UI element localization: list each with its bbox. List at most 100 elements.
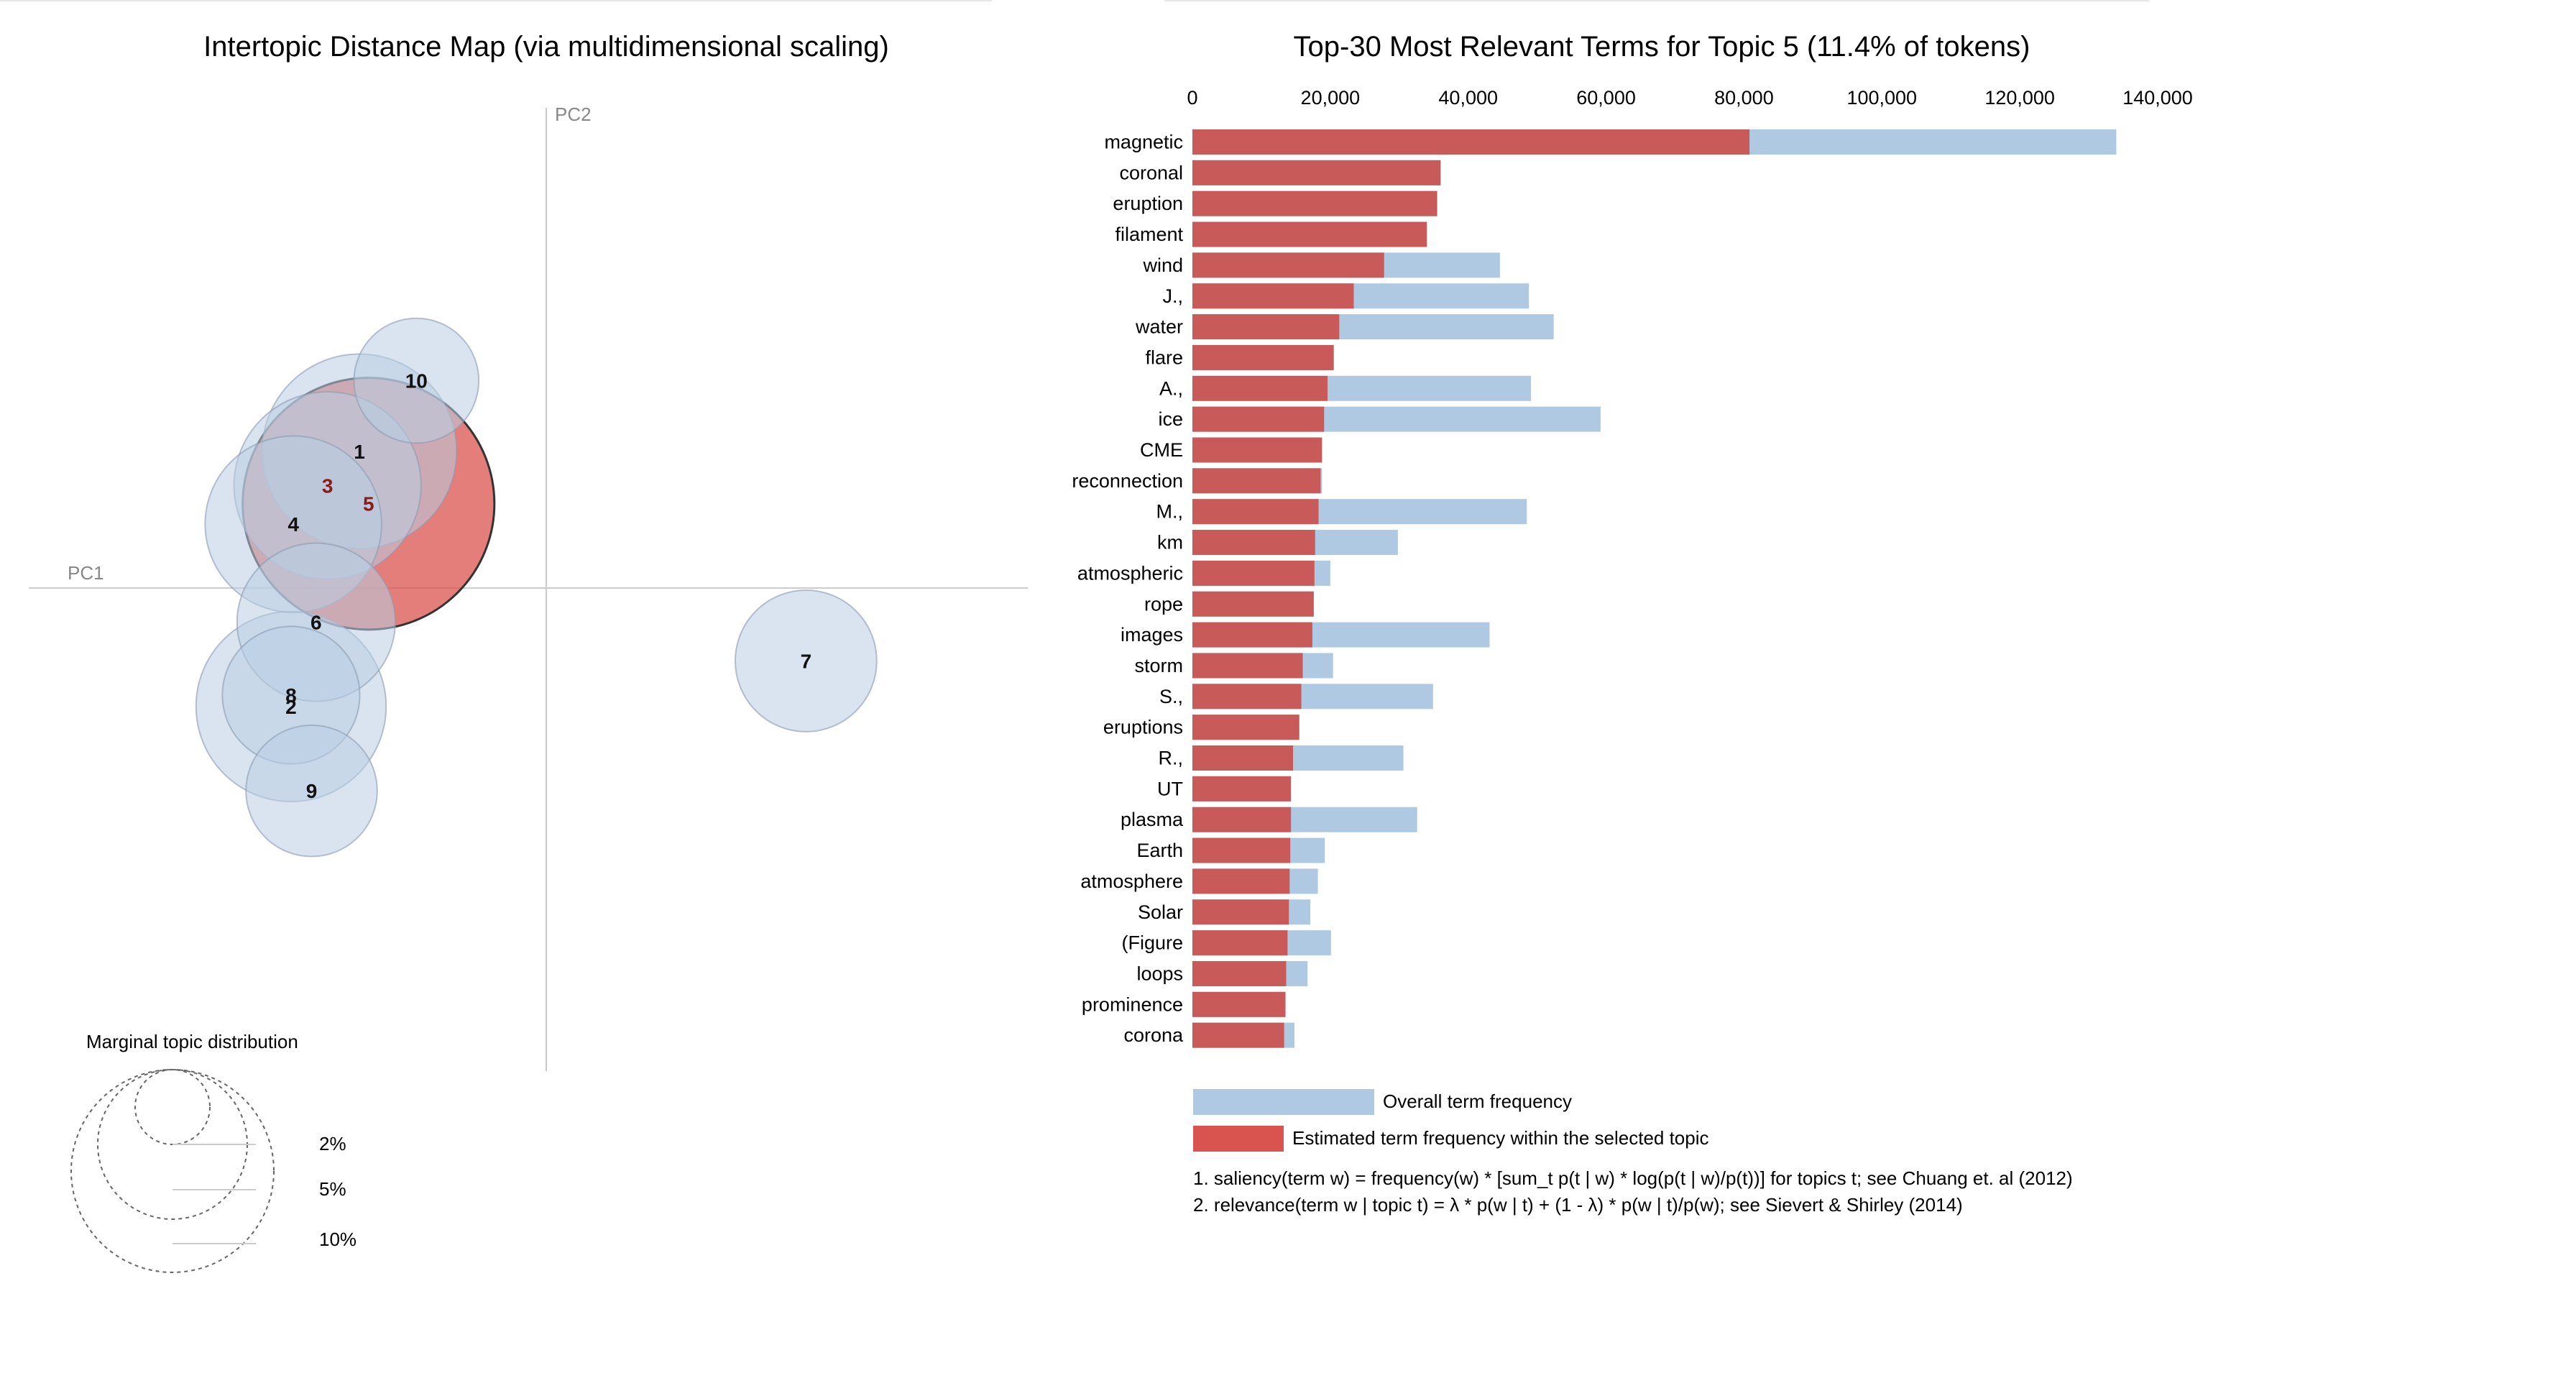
term-label-19[interactable]: eruptions <box>1103 717 1183 738</box>
bar-topic-3[interactable] <box>1192 221 1427 247</box>
term-label-2[interactable]: eruption <box>1113 193 1183 214</box>
term-labels: magnetic coronal eruption filament wind J., wa… <box>1072 132 1184 1047</box>
bar-topic-13[interactable] <box>1192 530 1315 556</box>
bar-topic-0[interactable] <box>1192 129 1750 155</box>
pc1-axis-label: PC1 <box>68 562 104 584</box>
topic-label-9[interactable]: 9 <box>306 780 318 802</box>
topic-bubble-7[interactable] <box>734 589 878 733</box>
topic-label-8[interactable]: 8 <box>285 684 297 707</box>
marginal-label-10pct: 10% <box>319 1229 356 1250</box>
marginal-circle-10pct <box>70 1069 275 1273</box>
bar-series <box>1192 129 2117 1048</box>
term-label-0[interactable]: magnetic <box>1104 132 1183 153</box>
term-label-13[interactable]: km <box>1157 532 1183 554</box>
term-label-6[interactable]: water <box>1135 316 1183 338</box>
topic-bubble-9[interactable] <box>245 724 378 858</box>
term-label-12[interactable]: M., <box>1156 501 1184 523</box>
topic-label-7[interactable]: 7 <box>801 650 812 672</box>
term-label-14[interactable]: atmospheric <box>1077 562 1183 584</box>
legend-swatch-topic <box>1193 1126 1284 1152</box>
term-label-4[interactable]: wind <box>1142 254 1183 276</box>
x-tick-label: 0 <box>1187 87 1197 109</box>
bar-topic-1[interactable] <box>1192 160 1441 185</box>
bar-topic-27[interactable] <box>1192 960 1287 986</box>
bar-topic-5[interactable] <box>1192 283 1354 309</box>
term-label-16[interactable]: images <box>1121 624 1183 646</box>
topic-label-1[interactable]: 1 <box>354 441 365 463</box>
x-tick-label: 100,000 <box>1846 87 1917 109</box>
topic-bubble-10[interactable] <box>353 317 480 444</box>
bar-topic-26[interactable] <box>1192 930 1288 956</box>
legend-label-topic: Estimated term frequency within the sele… <box>1292 1127 1709 1149</box>
topic-label-10[interactable]: 10 <box>405 370 428 392</box>
bar-topic-24[interactable] <box>1192 868 1290 894</box>
x-axis-ticks: 0 20,000 40,000 60,000 80,000 100,000 120,000 1… <box>1187 87 2192 109</box>
topic-label-2[interactable]: 2 <box>285 696 297 718</box>
term-label-5[interactable]: J., <box>1162 285 1183 307</box>
term-label-10[interactable]: CME <box>1140 439 1183 461</box>
topic-label-6[interactable]: 6 <box>310 612 322 634</box>
bar-topic-25[interactable] <box>1192 899 1289 925</box>
marginal-label-5pct: 5% <box>319 1178 346 1200</box>
term-label-18[interactable]: S., <box>1159 686 1183 707</box>
legend-swatch-overall <box>1193 1089 1374 1115</box>
term-label-28[interactable]: prominence <box>1082 993 1183 1015</box>
x-tick-label: 120,000 <box>1984 87 2055 109</box>
term-label-21[interactable]: UT <box>1157 778 1183 799</box>
term-label-11[interactable]: reconnection <box>1072 470 1183 492</box>
term-label-9[interactable]: ice <box>1158 408 1183 430</box>
footnote-relevance: 2. relevance(term w | topic t) = λ * p(w… <box>1193 1194 1963 1216</box>
x-tick-label: 20,000 <box>1301 87 1361 109</box>
bar-topic-9[interactable] <box>1192 406 1325 432</box>
x-tick-label: 140,000 <box>2122 87 2193 109</box>
bar-chart-title: Top-30 Most Relevant Terms for Topic 5 (… <box>1294 31 2030 63</box>
marginal-topic-distribution: Marginal topic distribution 2% 5% 10% <box>70 1031 356 1273</box>
term-label-24[interactable]: atmosphere <box>1080 871 1183 892</box>
term-label-1[interactable]: coronal <box>1119 162 1183 183</box>
term-label-7[interactable]: flare <box>1145 346 1183 368</box>
bar-topic-20[interactable] <box>1192 745 1294 771</box>
term-label-17[interactable]: storm <box>1135 655 1184 676</box>
bar-topic-18[interactable] <box>1192 684 1302 710</box>
map-title: Intertopic Distance Map (via multidimens… <box>203 31 889 63</box>
term-label-29[interactable]: corona <box>1123 1024 1184 1046</box>
topic-label-4[interactable]: 4 <box>288 513 299 536</box>
topic-label-3[interactable]: 3 <box>322 474 334 497</box>
bar-topic-4[interactable] <box>1192 252 1384 278</box>
marginal-label-2pct: 2% <box>319 1133 346 1154</box>
term-label-23[interactable]: Earth <box>1136 840 1183 861</box>
bar-topic-28[interactable] <box>1192 991 1286 1017</box>
term-label-3[interactable]: filament <box>1115 224 1183 245</box>
x-tick-label: 60,000 <box>1576 87 1636 109</box>
bar-topic-19[interactable] <box>1192 715 1300 740</box>
bar-topic-7[interactable] <box>1192 344 1334 370</box>
bar-legend: Overall term frequency Estimated term fr… <box>1193 1089 1709 1152</box>
intertopic-distance-map: Intertopic Distance Map (via multidimens… <box>29 31 1028 1273</box>
bar-topic-2[interactable] <box>1192 190 1438 216</box>
bar-topic-21[interactable] <box>1192 776 1292 802</box>
bar-topic-14[interactable] <box>1192 560 1315 586</box>
bar-topic-29[interactable] <box>1192 1022 1284 1048</box>
term-label-25[interactable]: Solar <box>1138 901 1183 923</box>
bar-topic-12[interactable] <box>1192 499 1319 525</box>
term-label-27[interactable]: loops <box>1136 963 1183 984</box>
term-label-20[interactable]: R., <box>1158 748 1183 769</box>
bar-topic-8[interactable] <box>1192 375 1328 401</box>
topic-label-5[interactable]: 5 <box>363 493 374 515</box>
x-tick-label: 80,000 <box>1714 87 1774 109</box>
bar-topic-16[interactable] <box>1192 622 1312 648</box>
bar-topic-15[interactable] <box>1192 591 1314 617</box>
bar-topic-22[interactable] <box>1192 807 1292 832</box>
bar-topic-11[interactable] <box>1192 468 1321 494</box>
marginal-title: Marginal topic distribution <box>86 1031 298 1052</box>
relevant-terms-chart: Top-30 Most Relevant Terms for Topic 5 (… <box>1072 31 2192 1216</box>
bar-topic-23[interactable] <box>1192 837 1291 863</box>
term-label-26[interactable]: (Figure <box>1121 932 1183 954</box>
bar-topic-10[interactable] <box>1192 437 1322 463</box>
term-label-8[interactable]: A., <box>1159 377 1183 399</box>
term-label-22[interactable]: plasma <box>1121 809 1184 830</box>
term-label-15[interactable]: rope <box>1144 593 1183 615</box>
pc2-axis-label: PC2 <box>555 104 592 125</box>
bar-topic-17[interactable] <box>1192 653 1303 679</box>
bar-topic-6[interactable] <box>1192 314 1340 340</box>
